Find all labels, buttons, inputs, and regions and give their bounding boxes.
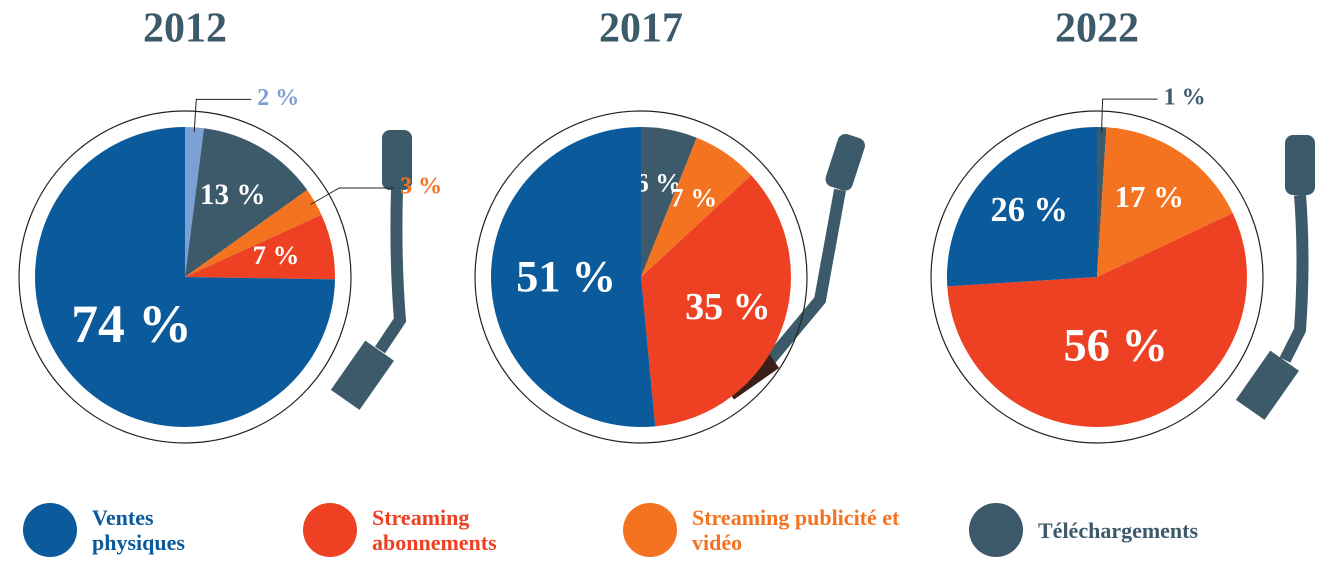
legend-item: Streaming publicité et vidéo — [622, 502, 922, 558]
pie-slice — [185, 189, 322, 277]
pie-slice — [1097, 127, 1107, 277]
pie-slice — [641, 137, 752, 277]
pie-slice — [185, 127, 204, 277]
legend-swatch — [969, 503, 1023, 557]
record-ring — [930, 110, 1264, 444]
value-label: 26 % — [991, 191, 1068, 229]
pie-slice — [35, 127, 335, 427]
value-label: 35 % — [685, 286, 771, 328]
pie-slice — [491, 127, 656, 427]
legend-label: Streaming publicité et vidéo — [692, 505, 900, 555]
value-label: 6 % — [636, 168, 682, 198]
value-label: 7 % — [253, 240, 300, 270]
leader-line — [310, 187, 395, 205]
pie-slice — [641, 127, 697, 277]
value-label: 1 % — [1164, 85, 1206, 111]
chart-title: 2012 — [143, 6, 227, 52]
value-label: 51 % — [516, 251, 616, 301]
pie-slice — [185, 128, 308, 277]
legend-item: Ventes physiques — [22, 502, 222, 558]
record-ring — [18, 110, 352, 444]
value-label: 56 % — [1063, 320, 1167, 371]
value-label: 74 % — [71, 294, 192, 354]
pie-slice — [185, 214, 335, 280]
value-label: 3 % — [400, 174, 442, 200]
value-label: 7 % — [670, 183, 717, 213]
record-ring — [474, 110, 808, 444]
value-label: 2 % — [257, 85, 299, 111]
chart-title: 2017 — [599, 6, 683, 52]
legend-item: Streaming abonnements — [302, 502, 542, 558]
pie-slice — [1097, 127, 1233, 277]
pie-slice — [641, 175, 792, 427]
leader-line — [193, 98, 252, 133]
legend-swatch — [623, 503, 677, 557]
chart-title: 2022 — [1055, 6, 1139, 52]
pie-slice — [947, 127, 1097, 287]
value-label: 17 % — [1115, 180, 1184, 214]
value-label: 13 % — [200, 179, 266, 211]
pie-slice — [947, 213, 1248, 428]
legend-label: Téléchargements — [1038, 517, 1199, 543]
legend-item: Téléchargements — [968, 502, 1278, 558]
legend-swatch — [303, 503, 357, 557]
tonearm — [330, 130, 1315, 420]
legend-label: Streaming abonnements — [372, 505, 497, 555]
leader-line — [1101, 98, 1158, 133]
legend-label: Ventes physiques — [92, 505, 185, 555]
legend-swatch — [23, 503, 77, 557]
